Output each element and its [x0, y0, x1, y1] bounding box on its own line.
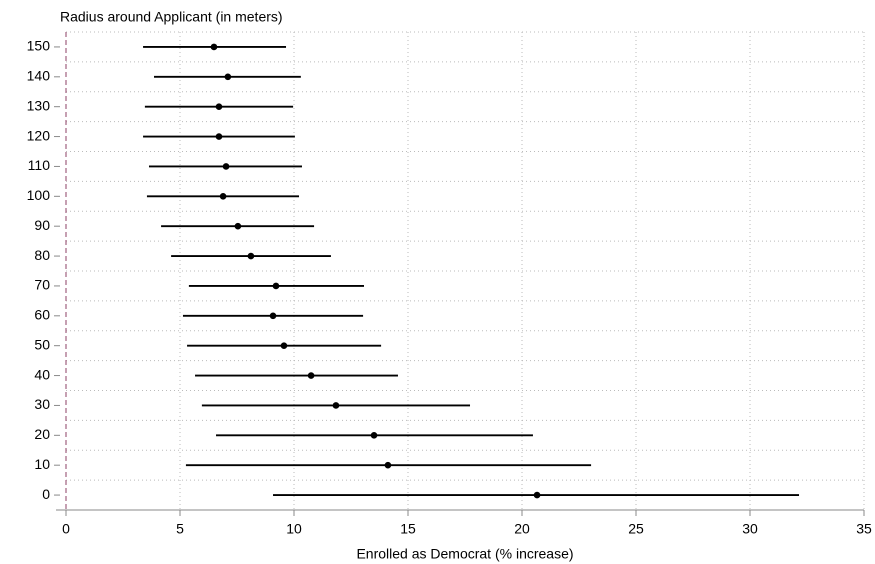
x-tick-label: 15 [400, 521, 416, 537]
point-estimate [533, 491, 541, 499]
y-tick-label: 90 [34, 217, 50, 233]
x-tick-label: 20 [514, 521, 530, 537]
y-tick-label: 150 [27, 38, 51, 54]
x-tick-label: 35 [856, 521, 872, 537]
x-tick-label: 0 [62, 521, 70, 537]
y-tick-label: 30 [34, 396, 50, 412]
point-estimate [219, 193, 227, 200]
y-tick-label: 110 [28, 157, 51, 173]
y-tick-label: 140 [27, 68, 51, 84]
y-tick-label: 50 [34, 336, 50, 352]
point-estimate [370, 432, 378, 439]
point-estimate [307, 372, 315, 379]
point-estimate [234, 222, 242, 230]
point-estimate [247, 252, 255, 260]
y-tick-label: 40 [34, 366, 50, 382]
x-tick-label: 5 [176, 521, 184, 537]
y-tick-label: 0 [42, 486, 50, 502]
y-tick-label: 80 [34, 247, 50, 263]
y-tick-label: 70 [34, 277, 50, 293]
x-axis-title: Enrolled as Democrat (% increase) [356, 546, 573, 562]
y-tick-label: 130 [27, 97, 51, 113]
point-estimate [210, 43, 218, 51]
x-tick-label: 10 [286, 521, 302, 537]
y-tick-label: 60 [34, 307, 50, 323]
point-estimate [384, 461, 392, 469]
point-estimate [269, 312, 277, 320]
y-tick-label: 20 [34, 426, 50, 442]
point-estimate [215, 103, 223, 110]
point-estimate [332, 402, 340, 409]
point-estimate [272, 282, 280, 290]
point-estimate [215, 133, 223, 140]
y-axis-title: Radius around Applicant (in meters) [60, 9, 283, 25]
y-tick-label: 120 [27, 127, 51, 143]
x-tick-label: 30 [742, 521, 758, 537]
y-tick-label: 100 [27, 187, 51, 203]
y-tick-label: 10 [34, 456, 50, 472]
point-estimate [222, 163, 230, 170]
point-estimate [224, 73, 232, 81]
point-estimate [280, 342, 288, 349]
x-tick-label: 25 [628, 521, 644, 537]
